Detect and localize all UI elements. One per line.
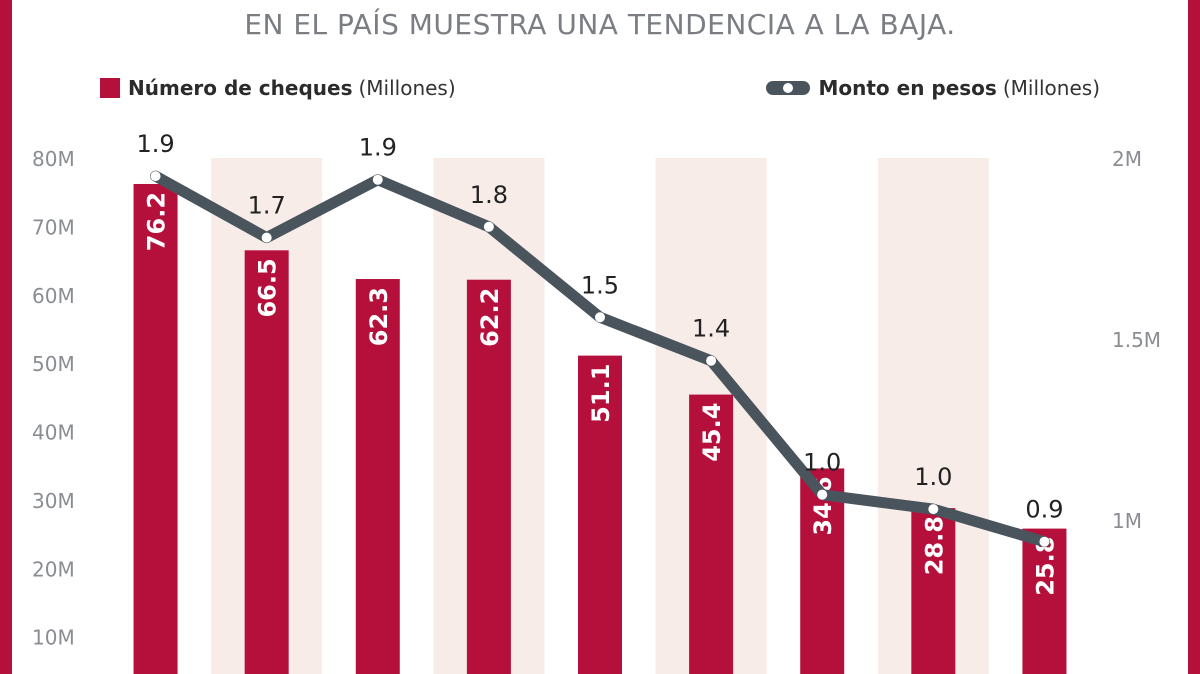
line-point-7 <box>928 504 939 515</box>
line-label-2: 1.9 <box>359 134 397 162</box>
bar-label-3: 62.2 <box>476 288 504 347</box>
legend-bars-label: Número de cheques <box>128 76 353 100</box>
line-label-8: 0.9 <box>1025 496 1063 524</box>
y-left-tick-10: 10M <box>32 626 75 650</box>
line-point-1 <box>261 232 272 243</box>
y-left-tick-60: 60M <box>32 284 75 308</box>
bar-3 <box>466 279 511 674</box>
bar-label-4: 51.1 <box>587 364 615 423</box>
line-point-8 <box>1039 536 1050 547</box>
combo-chart: 10M 20M 30M 40M 50M 60M 70M 80M 1M 1.5M 2M 76.2 66.5… <box>32 130 1161 674</box>
bar-7 <box>911 508 956 674</box>
line-point-6 <box>817 489 828 500</box>
y-left-tick-40: 40M <box>32 421 75 445</box>
bar-0 <box>133 183 178 674</box>
line-point-0 <box>150 171 161 182</box>
bar-1 <box>244 250 289 674</box>
bar-label-0: 76.2 <box>143 192 171 251</box>
y-left-tick-80: 80M <box>32 147 75 171</box>
line-point-5 <box>706 355 717 366</box>
chart-subtitle: EN EL PAÍS MUESTRA UNA TENDENCIA A LA BA… <box>244 8 956 41</box>
bar-5 <box>689 394 734 674</box>
line-label-1: 1.7 <box>248 192 286 220</box>
line-label-3: 1.8 <box>470 181 508 209</box>
y-left-tick-20: 20M <box>32 557 75 581</box>
bar-label-7: 28.8 <box>920 516 948 575</box>
legend-line-swatch <box>766 81 811 95</box>
legend-line-unit: (Millones) <box>1002 76 1100 100</box>
legend-bar-swatch <box>100 78 120 98</box>
legend-line: Monto en pesos (Millones) <box>766 76 1100 100</box>
y-left-tick-30: 30M <box>32 489 75 513</box>
bar-label-5: 45.4 <box>698 403 726 462</box>
bar-label-2: 62.3 <box>365 287 393 346</box>
legend-line-label: Monto en pesos <box>818 76 997 100</box>
line-point-2 <box>372 174 383 185</box>
y-right-tick-1.5: 1.5M <box>1112 328 1161 352</box>
y-right-tick-2: 2M <box>1112 147 1142 171</box>
line-label-5: 1.4 <box>692 315 730 343</box>
bar-4 <box>578 355 622 674</box>
line-label-6: 1.0 <box>803 449 841 477</box>
y-left-tick-70: 70M <box>32 215 75 239</box>
bar-6 <box>800 468 845 674</box>
legend-bars: Número de cheques (Millones) <box>100 76 456 100</box>
bar-8 <box>1022 528 1067 674</box>
chart-frame: EN EL PAÍS MUESTRA UNA TENDENCIA A LA BA… <box>12 0 1188 674</box>
line-point-4 <box>595 312 605 323</box>
line-label-0: 1.9 <box>136 130 174 158</box>
line-label-7: 1.0 <box>914 463 952 491</box>
line-label-4: 1.5 <box>581 271 619 299</box>
y-left-tick-50: 50M <box>32 352 75 376</box>
bar-label-1: 66.5 <box>254 258 282 317</box>
y-right-tick-1: 1M <box>1112 509 1142 533</box>
bar-2 <box>355 279 400 674</box>
line-point-3 <box>483 221 494 232</box>
legend-bars-unit: (Millones) <box>358 76 456 100</box>
